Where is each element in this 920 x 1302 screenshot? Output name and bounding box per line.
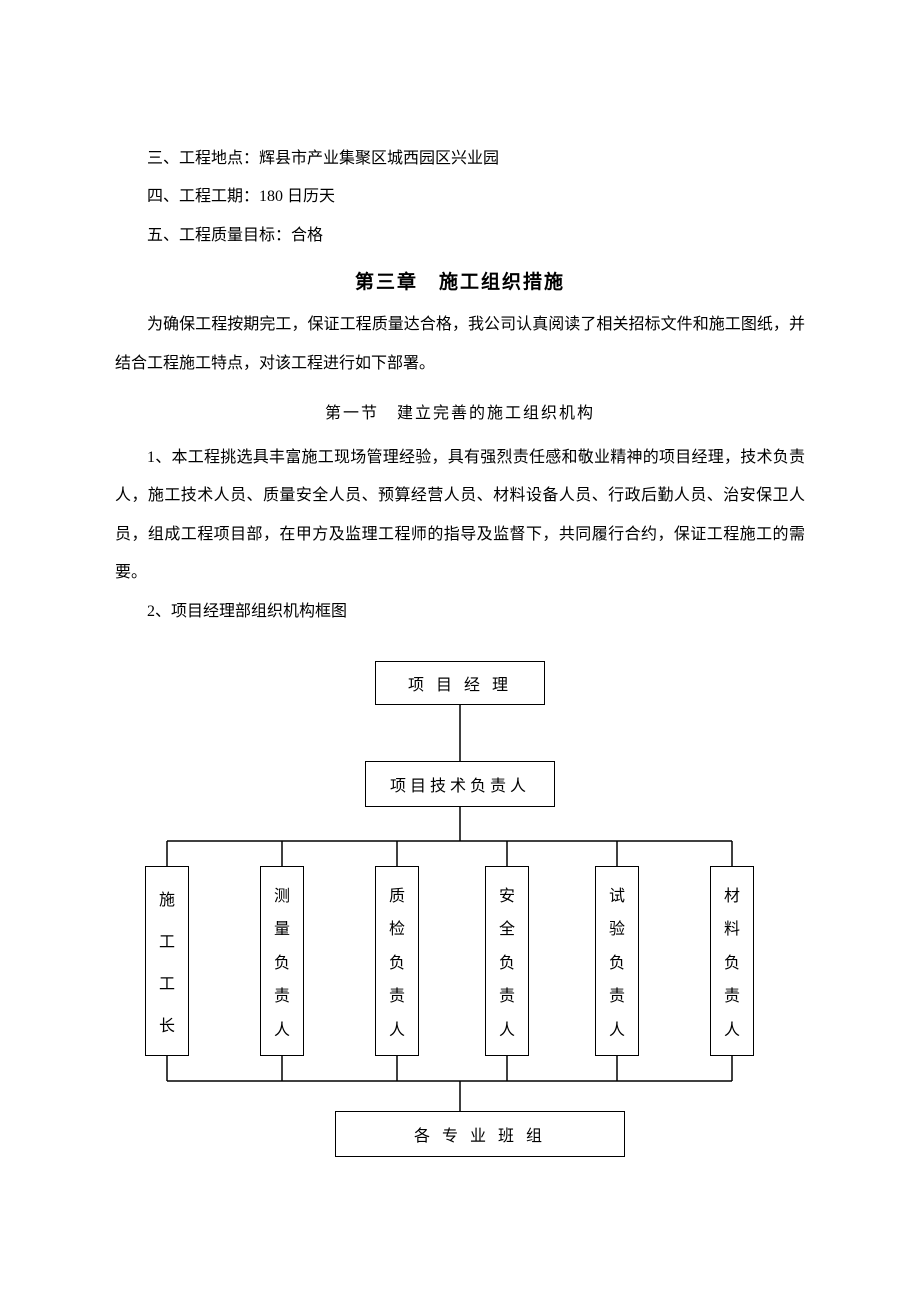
org-char: 长 [159,1012,175,1036]
paragraph-item2: 2、项目经理部组织机构框图 [115,593,805,631]
org-char: 全 [499,915,515,939]
org-char: 人 [609,1016,625,1040]
org-char: 责 [724,982,740,1006]
org-char: 工 [159,928,175,952]
org-node-project-manager: 项 目 经 理 [375,661,545,705]
org-char: 试 [609,882,625,906]
org-node-dept-1: 测量负责人 [260,866,304,1056]
line-quality: 五、工程质量目标：合格 [115,217,805,255]
line-duration: 四、工程工期：180 日历天 [115,178,805,216]
org-char: 测 [274,882,290,906]
org-chart: 项 目 经 理 项目技术负责人 施工工长 测量负责人 质检负责人 安全负责人 试… [115,661,805,1161]
org-node-tech-lead: 项目技术负责人 [365,761,555,807]
org-char: 人 [724,1016,740,1040]
org-node-dept-0: 施工工长 [145,866,189,1056]
org-char: 料 [724,915,740,939]
org-char: 质 [389,882,405,906]
org-char: 负 [724,949,740,973]
paragraph-intro: 为确保工程按期完工，保证工程质量达合格，我公司认真阅读了相关招标文件和施工图纸，… [115,306,805,383]
section-title: 第一节 建立完善的施工组织机构 [115,399,805,423]
org-char: 负 [499,949,515,973]
org-node-dept-4: 试验负责人 [595,866,639,1056]
chapter-title: 第三章 施工组织措施 [115,267,805,294]
org-char: 验 [609,915,625,939]
org-char: 安 [499,882,515,906]
org-char: 责 [499,982,515,1006]
org-char: 人 [274,1016,290,1040]
org-char: 材 [724,882,740,906]
org-char: 负 [609,949,625,973]
org-char: 工 [159,970,175,994]
org-chart-connectors [115,661,805,1161]
org-node-dept-3: 安全负责人 [485,866,529,1056]
paragraph-item1: 1、本工程挑选具丰富施工现场管理经验，具有强烈责任感和敬业精神的项目经理，技术负… [115,439,805,593]
org-char: 责 [274,982,290,1006]
org-char: 负 [389,949,405,973]
org-char: 人 [389,1016,405,1040]
org-char: 责 [609,982,625,1006]
org-char: 检 [389,915,405,939]
line-location: 三、工程地点：辉县市产业集聚区城西园区兴业园 [115,140,805,178]
org-char: 责 [389,982,405,1006]
org-char: 人 [499,1016,515,1040]
org-node-dept-2: 质检负责人 [375,866,419,1056]
org-char: 量 [274,915,290,939]
org-node-dept-5: 材料负责人 [710,866,754,1056]
org-char: 施 [159,886,175,910]
org-char: 负 [274,949,290,973]
org-node-teams: 各 专 业 班 组 [335,1111,625,1157]
